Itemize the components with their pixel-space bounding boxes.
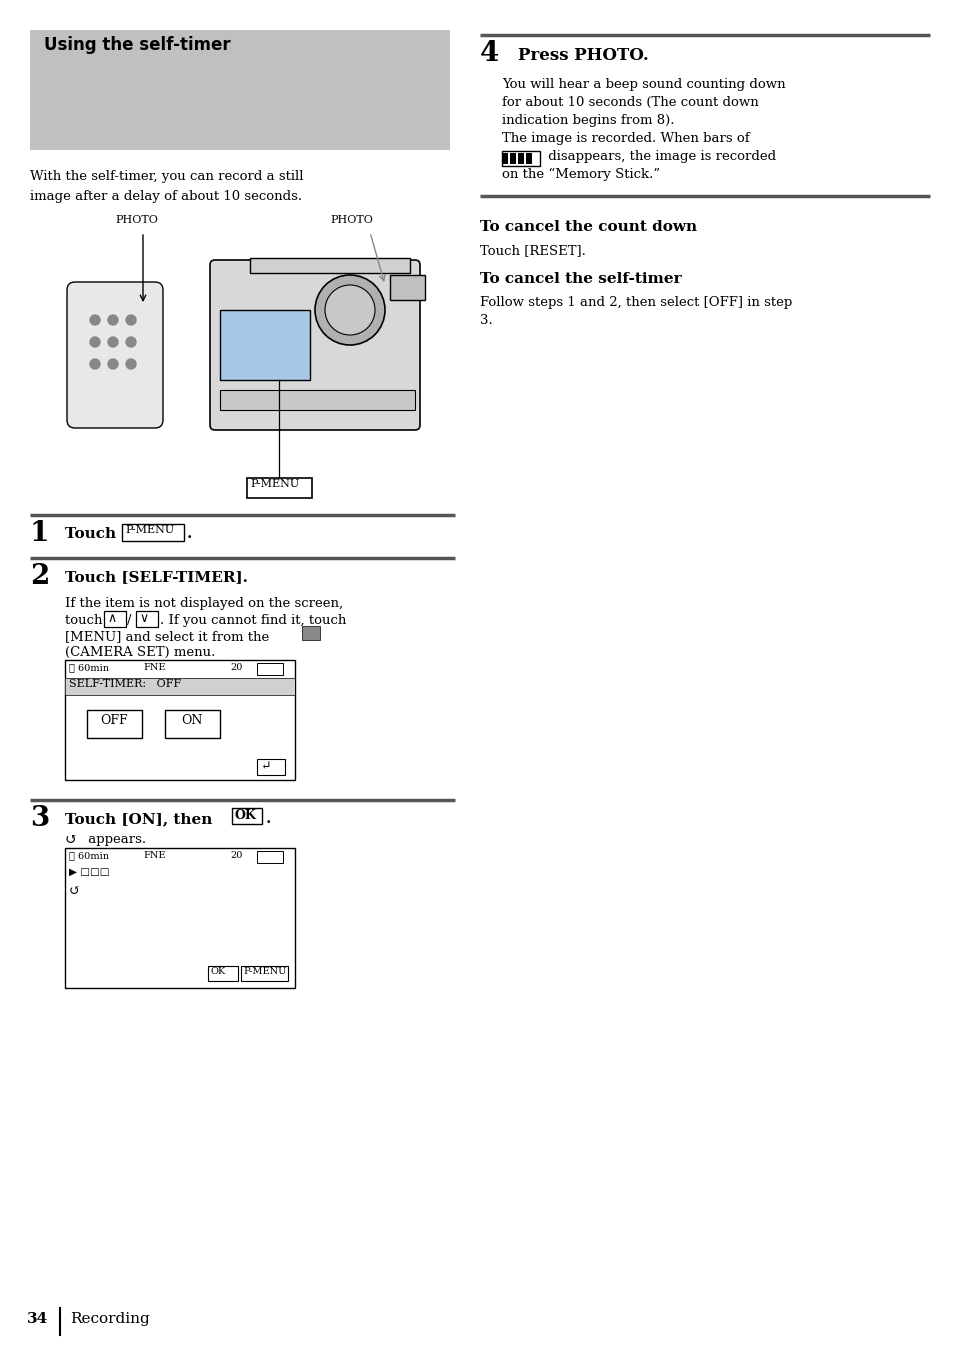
Text: You will hear a beep sound counting down: You will hear a beep sound counting down xyxy=(501,78,785,91)
Text: Touch: Touch xyxy=(65,527,121,541)
Bar xyxy=(510,153,516,164)
Text: 4: 4 xyxy=(479,41,498,68)
Text: 1: 1 xyxy=(30,521,50,548)
Text: If the item is not displayed on the screen,: If the item is not displayed on the scre… xyxy=(65,598,343,610)
Circle shape xyxy=(90,360,100,369)
Text: .: . xyxy=(187,527,193,541)
Text: /: / xyxy=(127,614,132,627)
Text: .: . xyxy=(266,813,271,826)
Bar xyxy=(165,710,220,738)
Text: indication begins from 8).: indication begins from 8). xyxy=(501,114,674,127)
Text: ⌹ 60min: ⌹ 60min xyxy=(69,662,109,672)
Bar xyxy=(241,965,288,982)
Bar xyxy=(525,153,532,164)
Text: ↺: ↺ xyxy=(69,884,81,898)
Text: Touch [SELF-TIMER].: Touch [SELF-TIMER]. xyxy=(65,571,248,584)
Text: 20: 20 xyxy=(230,662,242,672)
Circle shape xyxy=(325,285,375,335)
Bar xyxy=(501,153,507,164)
Bar xyxy=(501,151,539,166)
Bar xyxy=(517,153,523,164)
Text: image after a delay of about 10 seconds.: image after a delay of about 10 seconds. xyxy=(30,191,302,203)
Bar xyxy=(87,710,142,738)
Text: ⌹ 60min: ⌹ 60min xyxy=(69,850,109,860)
Bar xyxy=(30,80,450,150)
Circle shape xyxy=(314,274,385,345)
Bar xyxy=(65,677,294,695)
Bar xyxy=(220,310,310,380)
Text: ↺: ↺ xyxy=(65,833,77,846)
Circle shape xyxy=(126,315,136,324)
Text: Touch [ON], then: Touch [ON], then xyxy=(65,813,217,826)
Text: The image is recorded. When bars of: The image is recorded. When bars of xyxy=(501,132,749,145)
Text: With the self-timer, you can record a still: With the self-timer, you can record a st… xyxy=(30,170,303,183)
Text: 3.: 3. xyxy=(479,314,493,327)
FancyBboxPatch shape xyxy=(210,260,419,430)
Text: (CAMERA SET) menu.: (CAMERA SET) menu. xyxy=(65,646,215,658)
Text: . If you cannot find it, touch: . If you cannot find it, touch xyxy=(160,614,346,627)
Text: SELF-TIMER:   OFF: SELF-TIMER: OFF xyxy=(69,679,181,690)
Text: 34: 34 xyxy=(28,1311,49,1326)
Text: on the “Memory Stick.”: on the “Memory Stick.” xyxy=(501,168,659,181)
Bar xyxy=(65,848,294,988)
Text: [MENU] and select it from the: [MENU] and select it from the xyxy=(65,630,269,644)
Bar xyxy=(65,660,294,780)
Text: ∨: ∨ xyxy=(139,612,148,625)
Text: OK: OK xyxy=(234,808,256,822)
Text: OK: OK xyxy=(211,967,226,976)
Text: PHOTO: PHOTO xyxy=(115,215,157,224)
Bar xyxy=(247,479,312,498)
Text: Follow steps 1 and 2, then select [OFF] in step: Follow steps 1 and 2, then select [OFF] … xyxy=(479,296,791,310)
Bar xyxy=(104,611,126,627)
Text: disappears, the image is recorded: disappears, the image is recorded xyxy=(543,150,776,164)
Text: FNE: FNE xyxy=(143,850,165,860)
Text: ↵: ↵ xyxy=(261,760,272,773)
Text: P-MENU: P-MENU xyxy=(125,525,174,535)
Bar xyxy=(136,611,158,627)
Circle shape xyxy=(90,315,100,324)
Bar xyxy=(256,758,285,775)
Bar xyxy=(30,30,450,80)
Text: To cancel the self-timer: To cancel the self-timer xyxy=(479,272,680,287)
Bar xyxy=(250,258,410,273)
Text: ∧: ∧ xyxy=(107,612,116,625)
Text: Touch [RESET].: Touch [RESET]. xyxy=(479,243,585,257)
Circle shape xyxy=(126,360,136,369)
Text: ▶ □□□: ▶ □□□ xyxy=(69,868,110,877)
Circle shape xyxy=(108,360,118,369)
Text: PHOTO: PHOTO xyxy=(330,215,373,224)
Text: Using the self-timer: Using the self-timer xyxy=(44,37,231,54)
Text: 3: 3 xyxy=(30,804,50,831)
Text: for about 10 seconds (The count down: for about 10 seconds (The count down xyxy=(501,96,758,110)
Bar xyxy=(256,662,283,675)
Bar xyxy=(208,965,237,982)
Text: appears.: appears. xyxy=(84,833,146,846)
FancyBboxPatch shape xyxy=(67,283,163,429)
Bar xyxy=(390,274,424,300)
Text: ON: ON xyxy=(181,714,202,727)
Bar xyxy=(232,808,262,823)
Bar xyxy=(302,626,319,639)
Text: Press PHOTO.: Press PHOTO. xyxy=(517,47,648,64)
Bar xyxy=(122,525,184,541)
Circle shape xyxy=(108,315,118,324)
Text: P-MENU: P-MENU xyxy=(243,967,286,976)
Text: Recording: Recording xyxy=(70,1311,150,1326)
Text: 2: 2 xyxy=(30,562,50,589)
Circle shape xyxy=(90,337,100,347)
Circle shape xyxy=(108,337,118,347)
Text: P-MENU: P-MENU xyxy=(250,479,299,489)
Text: OFF: OFF xyxy=(100,714,128,727)
Bar xyxy=(220,389,415,410)
Text: 20: 20 xyxy=(230,850,242,860)
Circle shape xyxy=(126,337,136,347)
Bar xyxy=(256,850,283,863)
Text: touch: touch xyxy=(65,614,107,627)
Bar xyxy=(65,677,294,695)
Text: FNE: FNE xyxy=(143,662,165,672)
Text: To cancel the count down: To cancel the count down xyxy=(479,220,697,234)
